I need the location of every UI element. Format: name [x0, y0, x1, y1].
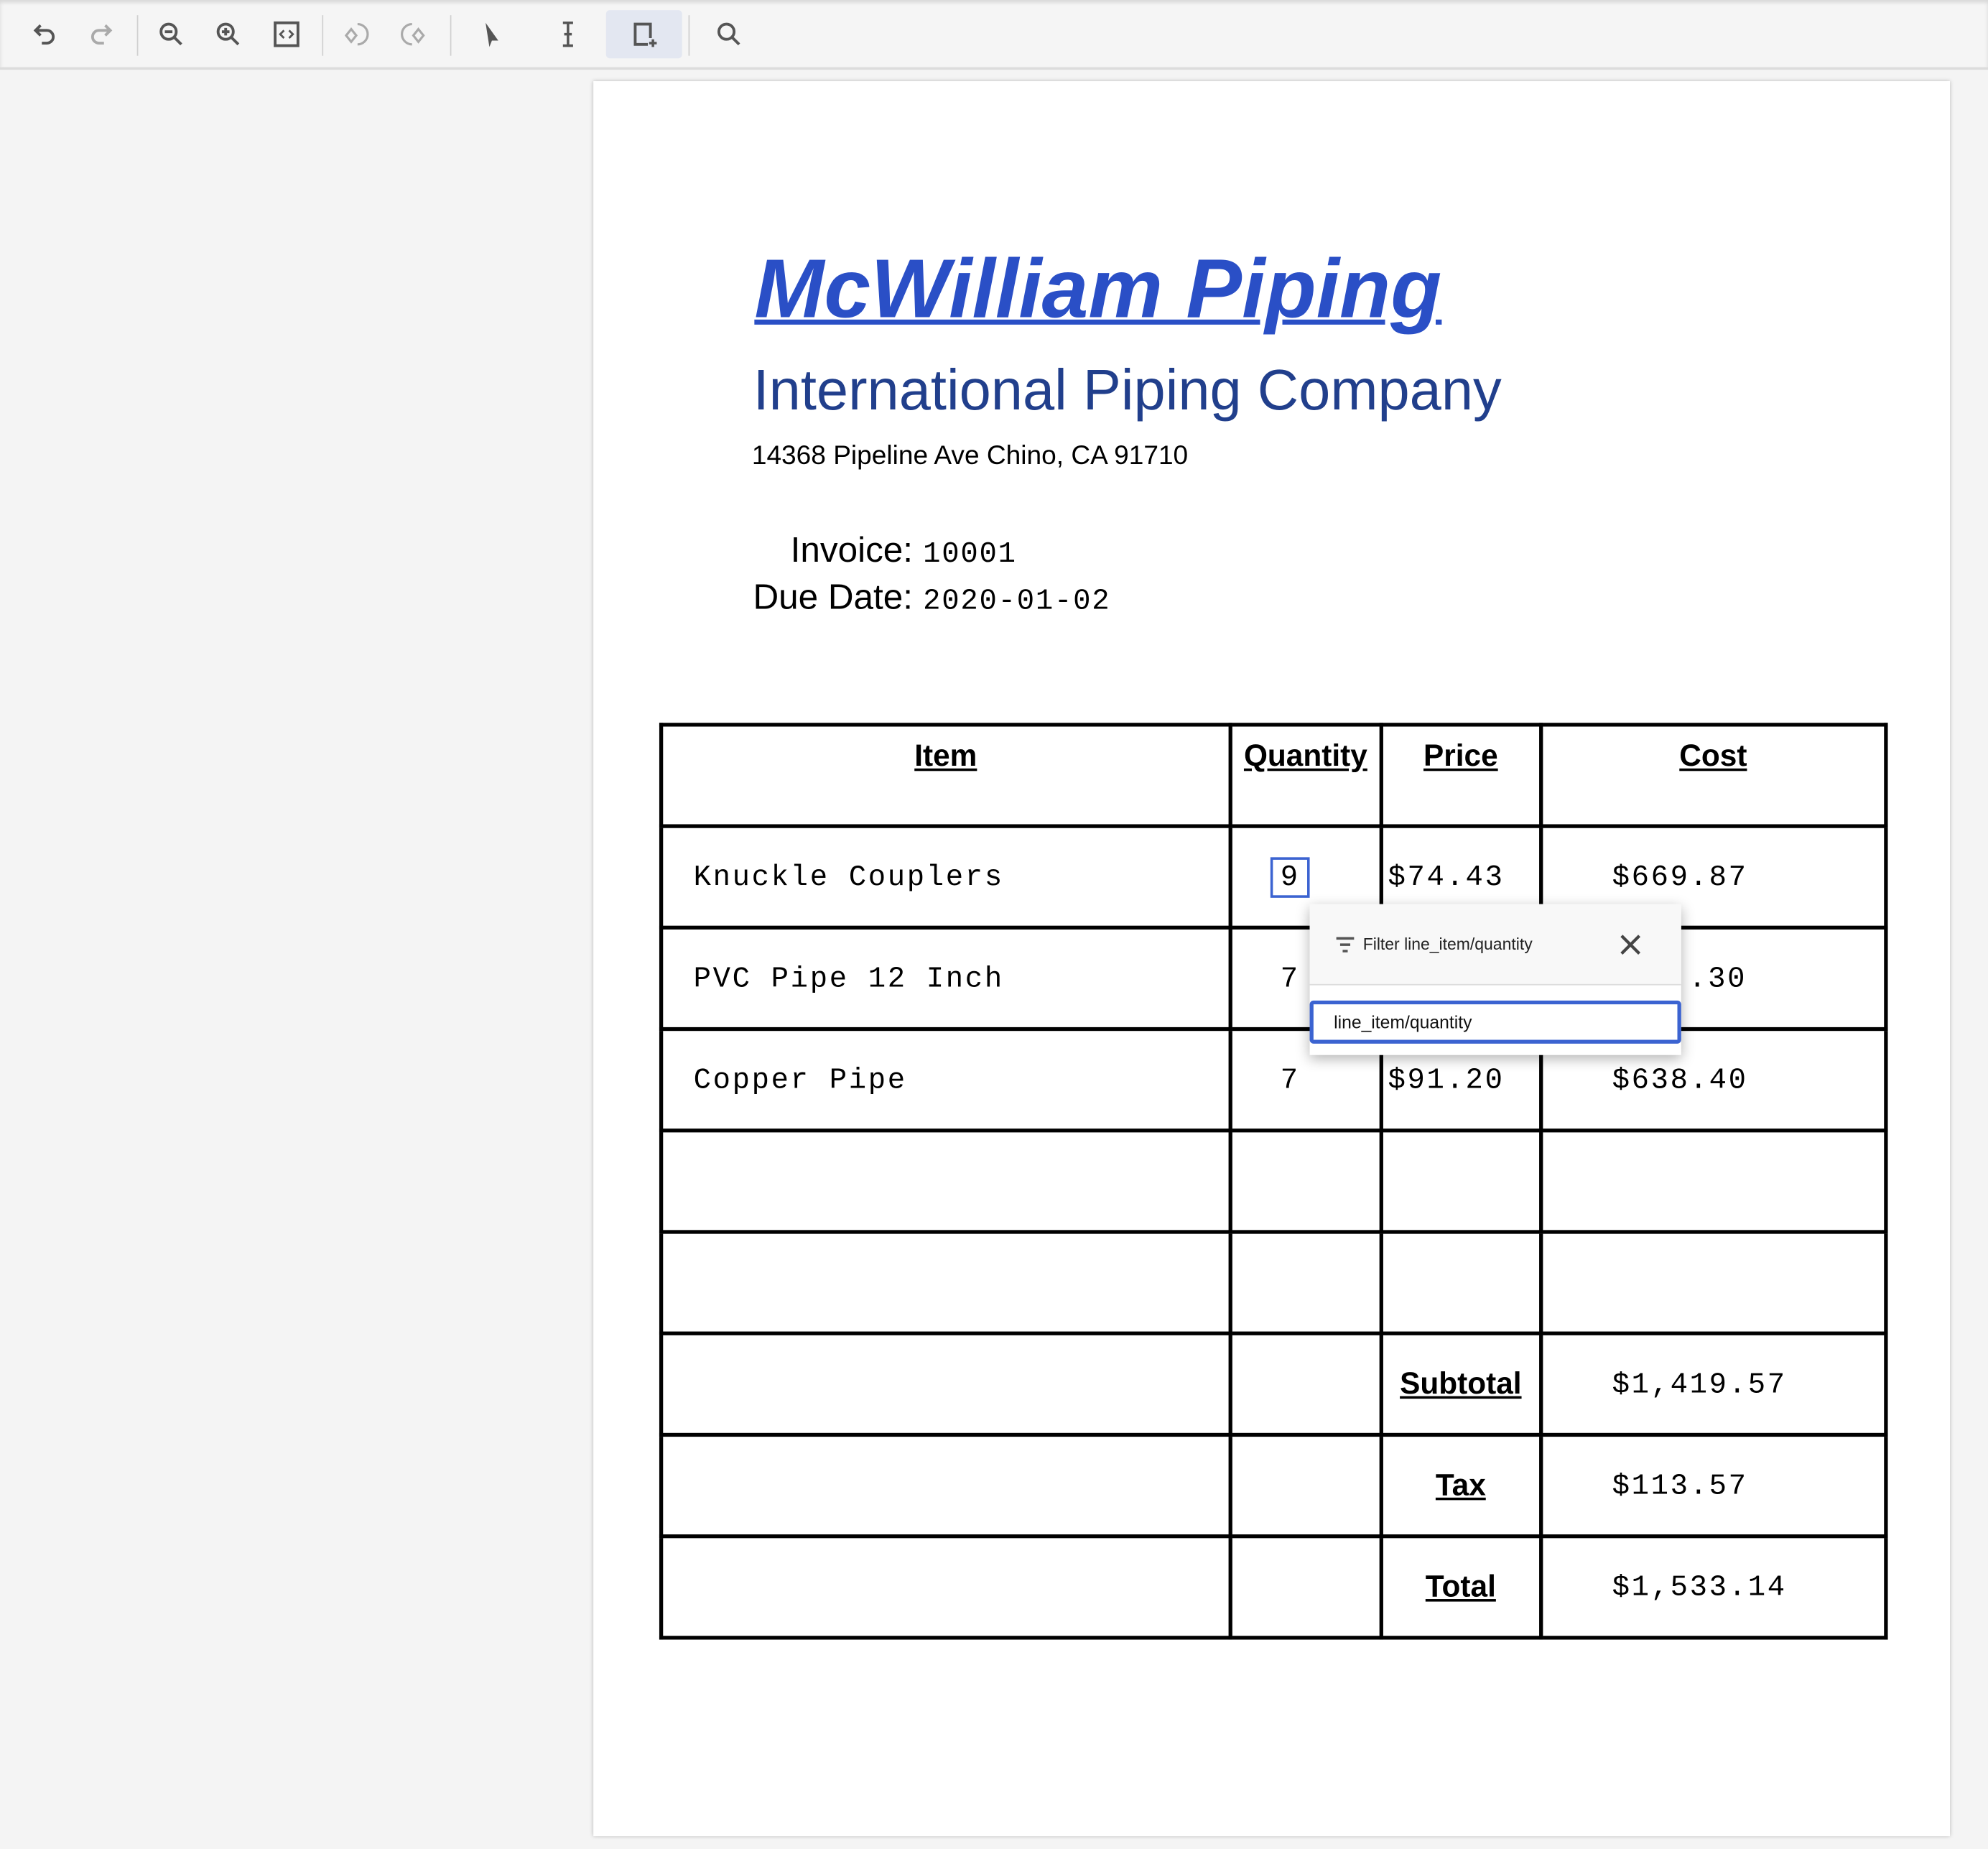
search-icon[interactable] [707, 13, 751, 56]
subtotal-row: Subtotal $1,419.57 [659, 1331, 1888, 1437]
toolbar-divider [450, 15, 452, 56]
total-value: $1,533.14 [1538, 1534, 1888, 1640]
toolbar-divider [136, 15, 139, 56]
company-subtitle: International Piping Company [753, 357, 1502, 422]
table-row: PVC Pipe 12 Inch 7 ..30 [659, 925, 1888, 1032]
item-cell: PVC Pipe 12 Inch [659, 925, 1232, 1032]
company-address: 14368 Pipeline Ave Chino, CA 91710 [751, 441, 1189, 471]
due-date: Due Date: 2020-01-02 [593, 577, 1481, 617]
close-icon[interactable] [1618, 932, 1643, 957]
undo-icon[interactable] [23, 13, 66, 56]
filter-popup: Filter line_item/quantity [1309, 904, 1681, 1055]
table-row: Knuckle Couplers 9 $74.43 $669.87 [659, 824, 1888, 930]
tax-value: $113.57 [1538, 1432, 1888, 1539]
filter-title: Filter line_item/quantity [1362, 935, 1533, 954]
total-row: Total $1,533.14 [659, 1534, 1888, 1640]
header-cost: Cost [1538, 723, 1888, 828]
filter-icon [1336, 936, 1355, 952]
rotate-right-icon[interactable] [391, 13, 435, 56]
subtotal-label: Subtotal [1379, 1331, 1543, 1437]
tax-row: Tax $113.57 [659, 1432, 1888, 1539]
company-name: McWilliam Piping [754, 241, 1442, 335]
empty-row [659, 1230, 1888, 1335]
pointer-icon[interactable] [472, 13, 515, 56]
tax-label: Tax [1379, 1432, 1543, 1539]
toolbar-divider [688, 15, 690, 56]
document-page: McWilliam Piping International Piping Co… [593, 80, 1951, 1837]
fit-page-icon[interactable] [265, 13, 308, 56]
zoom-in-icon[interactable] [207, 13, 250, 56]
redo-icon[interactable] [80, 13, 123, 56]
table-row: Copper Pipe 7 $91.20 $638.40 [659, 1027, 1888, 1133]
toolbar [0, 0, 1988, 70]
zoom-out-icon[interactable] [149, 13, 192, 56]
total-label: Total [1379, 1534, 1543, 1640]
filter-input[interactable] [1309, 1000, 1681, 1044]
table-header: Item Quantity Price Cost [659, 723, 1888, 828]
invoice-value: 10001 [923, 537, 1017, 571]
toolbar-divider [322, 15, 324, 56]
invoice-label: Invoice: [790, 529, 914, 570]
due-label: Due Date: [753, 577, 914, 616]
invoice-number: Invoice: 10001 [593, 530, 1481, 570]
rotate-left-icon[interactable] [335, 13, 378, 56]
empty-row [659, 1129, 1888, 1234]
item-cell: Knuckle Couplers [659, 824, 1232, 930]
header-item: Item [659, 723, 1232, 828]
due-value: 2020-01-02 [923, 584, 1111, 618]
quantity-cell-selected[interactable]: 9 [1270, 856, 1310, 897]
header-quantity: Quantity [1228, 723, 1383, 828]
text-select-icon[interactable] [547, 13, 590, 56]
subtotal-value: $1,419.57 [1538, 1331, 1888, 1437]
item-cell: Copper Pipe [659, 1027, 1232, 1133]
header-price: Price [1379, 723, 1543, 828]
draw-box-icon[interactable] [605, 10, 682, 59]
invoice-table: Item Quantity Price Cost Knuckle Coupler… [659, 723, 1888, 1640]
